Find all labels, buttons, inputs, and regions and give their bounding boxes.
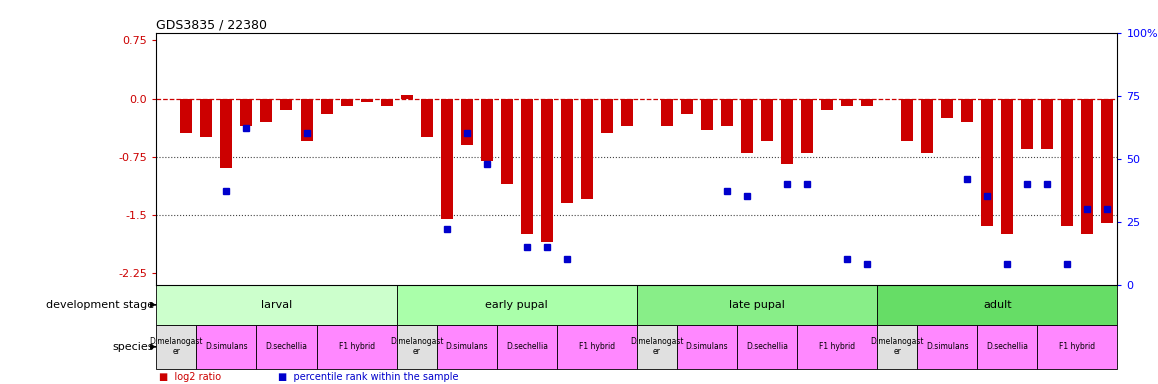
Bar [1082,99,1093,234]
Bar [261,99,272,122]
Bar [681,99,692,114]
Text: D.simulans: D.simulans [205,342,248,351]
Bar [156,325,197,369]
Bar [560,99,573,203]
Text: species: species [113,342,154,352]
Text: D.sechellia: D.sechellia [746,342,789,351]
Bar [1038,325,1117,369]
Text: D.sechellia: D.sechellia [265,342,308,351]
Bar [736,325,797,369]
Bar [481,99,493,161]
Bar [280,99,293,110]
Text: D.sechellia: D.sechellia [987,342,1028,351]
Bar [841,99,853,106]
Bar [200,99,212,137]
Bar [420,99,433,137]
Bar [922,99,933,153]
Bar [701,99,713,129]
Bar [300,99,313,141]
Bar [801,99,813,153]
Bar [1021,99,1033,149]
Bar [1062,99,1073,227]
Bar [661,99,673,126]
Bar [961,99,973,122]
Text: adult: adult [983,300,1012,310]
Bar [197,325,256,369]
Bar [601,99,613,133]
Bar [360,99,373,103]
Bar [981,99,994,227]
Bar [821,99,833,110]
Bar [321,99,332,114]
Bar [241,99,252,126]
Bar [381,99,393,106]
Bar [677,325,736,369]
Bar [1041,99,1054,149]
Text: D.melanogast
er: D.melanogast er [871,338,924,356]
Bar [862,99,873,106]
Text: D.simulans: D.simulans [926,342,968,351]
Text: D.sechellia: D.sechellia [506,342,548,351]
Text: late pupal: late pupal [730,300,785,310]
Bar [156,285,396,325]
Bar [741,99,753,153]
Text: D.simulans: D.simulans [446,342,488,351]
Bar [721,99,733,126]
Bar [637,285,878,325]
Bar [901,99,914,141]
Bar [256,325,316,369]
Text: development stage: development stage [46,300,154,310]
Text: early pupal: early pupal [485,300,548,310]
Bar [941,99,953,118]
Text: ■  percentile rank within the sample: ■ percentile rank within the sample [278,372,459,382]
Text: D.simulans: D.simulans [686,342,728,351]
Bar [637,325,677,369]
Bar [1101,99,1114,223]
Bar [181,99,192,133]
Bar [497,325,557,369]
Text: D.melanogast
er: D.melanogast er [390,338,444,356]
Bar [401,95,412,99]
Text: ■  log2 ratio: ■ log2 ratio [159,372,221,382]
Bar [541,99,552,242]
Bar [461,99,472,145]
Text: F1 hybrid: F1 hybrid [338,342,375,351]
Text: F1 hybrid: F1 hybrid [1060,342,1095,351]
Bar [1002,99,1013,234]
Bar [621,99,633,126]
Text: D.melanogast
er: D.melanogast er [630,338,683,356]
Text: F1 hybrid: F1 hybrid [579,342,615,351]
Bar [780,99,793,164]
Bar [761,99,774,141]
Bar [220,99,233,168]
Text: GDS3835 / 22380: GDS3835 / 22380 [156,18,267,31]
Bar [878,285,1117,325]
Bar [396,285,637,325]
Bar [878,325,917,369]
Bar [521,99,533,234]
Bar [917,325,977,369]
Bar [500,99,513,184]
Bar [437,325,497,369]
Bar [340,99,352,106]
Bar [977,325,1038,369]
Bar [441,99,453,219]
Text: D.melanogast
er: D.melanogast er [149,338,203,356]
Bar [557,325,637,369]
Bar [396,325,437,369]
Bar [316,325,396,369]
Text: F1 hybrid: F1 hybrid [819,342,856,351]
Bar [797,325,878,369]
Text: larval: larval [261,300,292,310]
Bar [581,99,593,199]
